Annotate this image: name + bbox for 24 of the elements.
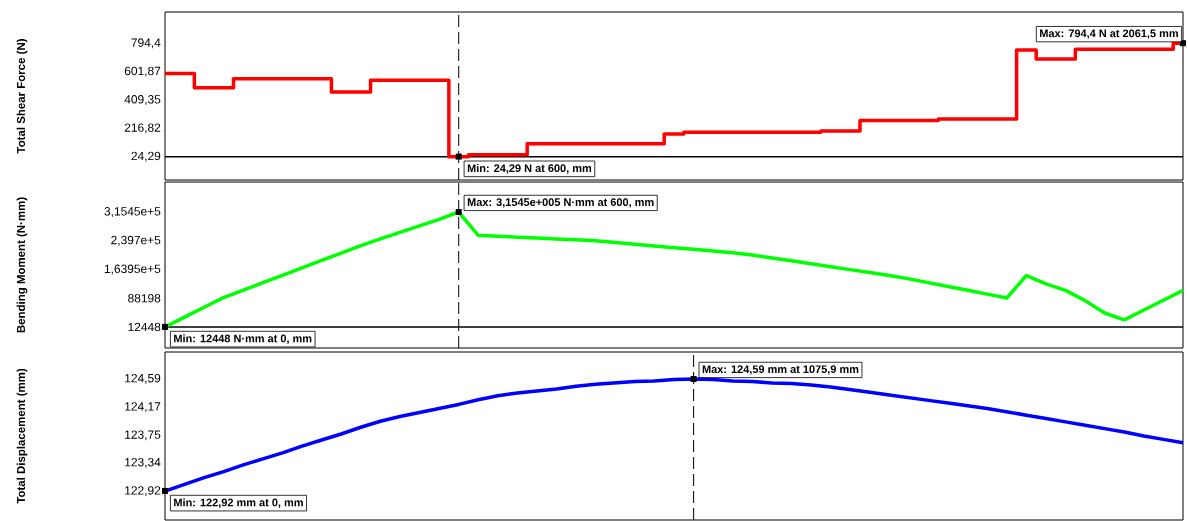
y-tick-label: 124,17 — [125, 402, 161, 413]
y-axis-title: Total Displacement (mm) — [16, 368, 28, 504]
y-tick-label: 88198 — [128, 294, 161, 303]
annotation: Max: 124,59 mm at 1075,9 mm — [702, 365, 859, 375]
y-tick-label: 1,6395e+5 — [104, 264, 161, 275]
annotation: Max: 794,4 N at 2061,5 mm — [1040, 29, 1178, 39]
y-tick-label: 124,59 — [125, 373, 161, 384]
y-axis-title: Total Shear Force (N) — [16, 39, 28, 154]
annotation: Min: 122,92 mm at 0, mm — [174, 498, 303, 508]
annotation: Min: 24,29 N at 600, mm — [467, 164, 592, 174]
y-tick-label: 122,92 — [125, 486, 161, 497]
y-tick-label: 794,4 — [131, 38, 161, 49]
y-tick-label: 123,75 — [125, 430, 161, 441]
annotation: Min: 12448 N·mm at 0, mm — [174, 334, 312, 344]
y-tick-label: 123,34 — [125, 457, 161, 468]
y-tick-label: 24,29 — [131, 151, 161, 162]
y-tick-label: 216,82 — [124, 123, 161, 134]
y-tick-label: 601,87 — [124, 66, 161, 77]
y-tick-label: 409,35 — [124, 95, 161, 105]
y-tick-label: 3,1545e+5 — [104, 207, 161, 217]
y-tick-label: 12448 — [128, 322, 161, 332]
y-tick-label: 2,397e+5 — [111, 235, 161, 246]
annotation: Max: 3,1545e+005 N·mm at 600, mm — [467, 198, 654, 208]
y-axis-title: Bending Moment (N·mm) — [16, 197, 28, 333]
